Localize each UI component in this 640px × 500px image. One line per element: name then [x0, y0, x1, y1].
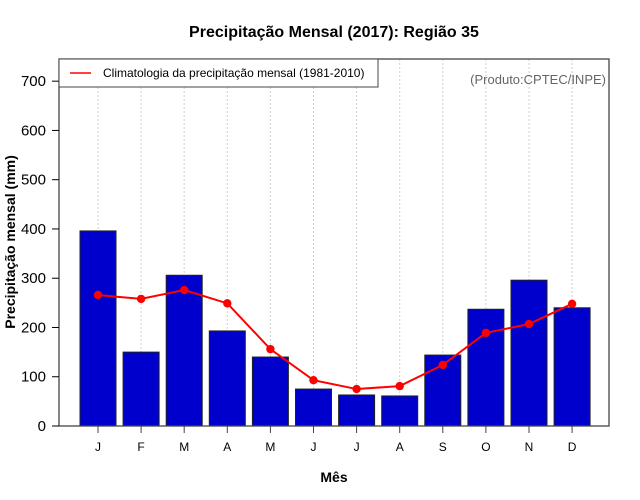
y-axis-label: Precipitação mensal (mm): [2, 155, 18, 329]
climatology-line-group: [93, 285, 577, 394]
y-tick-label: 700: [21, 73, 46, 90]
climatology-point-11: [567, 299, 577, 309]
y-tick-label: 600: [21, 122, 46, 139]
bar-6: [338, 394, 376, 427]
x-tick-label: J: [311, 440, 317, 454]
chart-title: Precipitação Mensal (2017): Região 35: [189, 24, 479, 41]
bar-0: [79, 230, 117, 427]
x-tick-label: J: [95, 440, 101, 454]
x-tick-label: M: [265, 440, 275, 454]
bar-1: [122, 351, 160, 427]
climatology-point-4: [266, 344, 275, 354]
x-tick-label: S: [439, 440, 447, 454]
y-axis: 0 100 200 300 400 500 600 700: [21, 73, 59, 435]
bar-2: [165, 274, 203, 427]
climatology-point-7: [395, 381, 404, 391]
bar-7: [381, 395, 419, 427]
bar-10: [510, 279, 548, 427]
y-tick-label: 0: [38, 418, 46, 435]
y-tick-label: 400: [21, 221, 46, 238]
y-tick-label: 500: [21, 172, 46, 189]
bar-5: [295, 388, 332, 427]
bar-4: [251, 356, 289, 427]
legend: Climatologia da precipitação mensal (198…: [58, 58, 379, 88]
y-tick-label: 100: [21, 369, 46, 386]
x-tick-label: A: [396, 440, 404, 454]
climatology-point-10: [524, 319, 534, 329]
climatology-point-6: [352, 384, 361, 394]
x-tick-label: N: [525, 440, 534, 454]
bar-9: [467, 308, 505, 427]
legend-box: [58, 58, 379, 88]
x-tick-label: M: [179, 440, 189, 454]
climatology-point-5: [309, 375, 318, 385]
climatology-point-3: [223, 299, 232, 308]
x-tick-label: D: [568, 440, 577, 454]
x-axis-label: Mês: [320, 469, 347, 485]
bar-3: [208, 330, 246, 427]
x-tick-label: F: [137, 440, 144, 454]
climatology-point-9: [481, 328, 491, 338]
y-tick-label: 200: [21, 319, 46, 336]
climatology-line: [97, 289, 573, 391]
legend-label: Climatologia da precipitação mensal (198…: [103, 66, 364, 80]
climatology-point-8: [438, 360, 447, 370]
x-tick-label: A: [223, 440, 231, 454]
x-tick-label: J: [354, 440, 360, 454]
credit-annotation: (Produto:CPTEC/INPE): [470, 72, 606, 87]
climatology-point-1: [136, 294, 146, 304]
y-tick-label: 300: [21, 270, 46, 287]
climatology-point-2: [180, 285, 189, 295]
climatology-point-0: [93, 290, 103, 300]
x-tick-label: O: [481, 440, 490, 454]
bar-11: [553, 307, 591, 427]
bars-group: [79, 230, 591, 427]
